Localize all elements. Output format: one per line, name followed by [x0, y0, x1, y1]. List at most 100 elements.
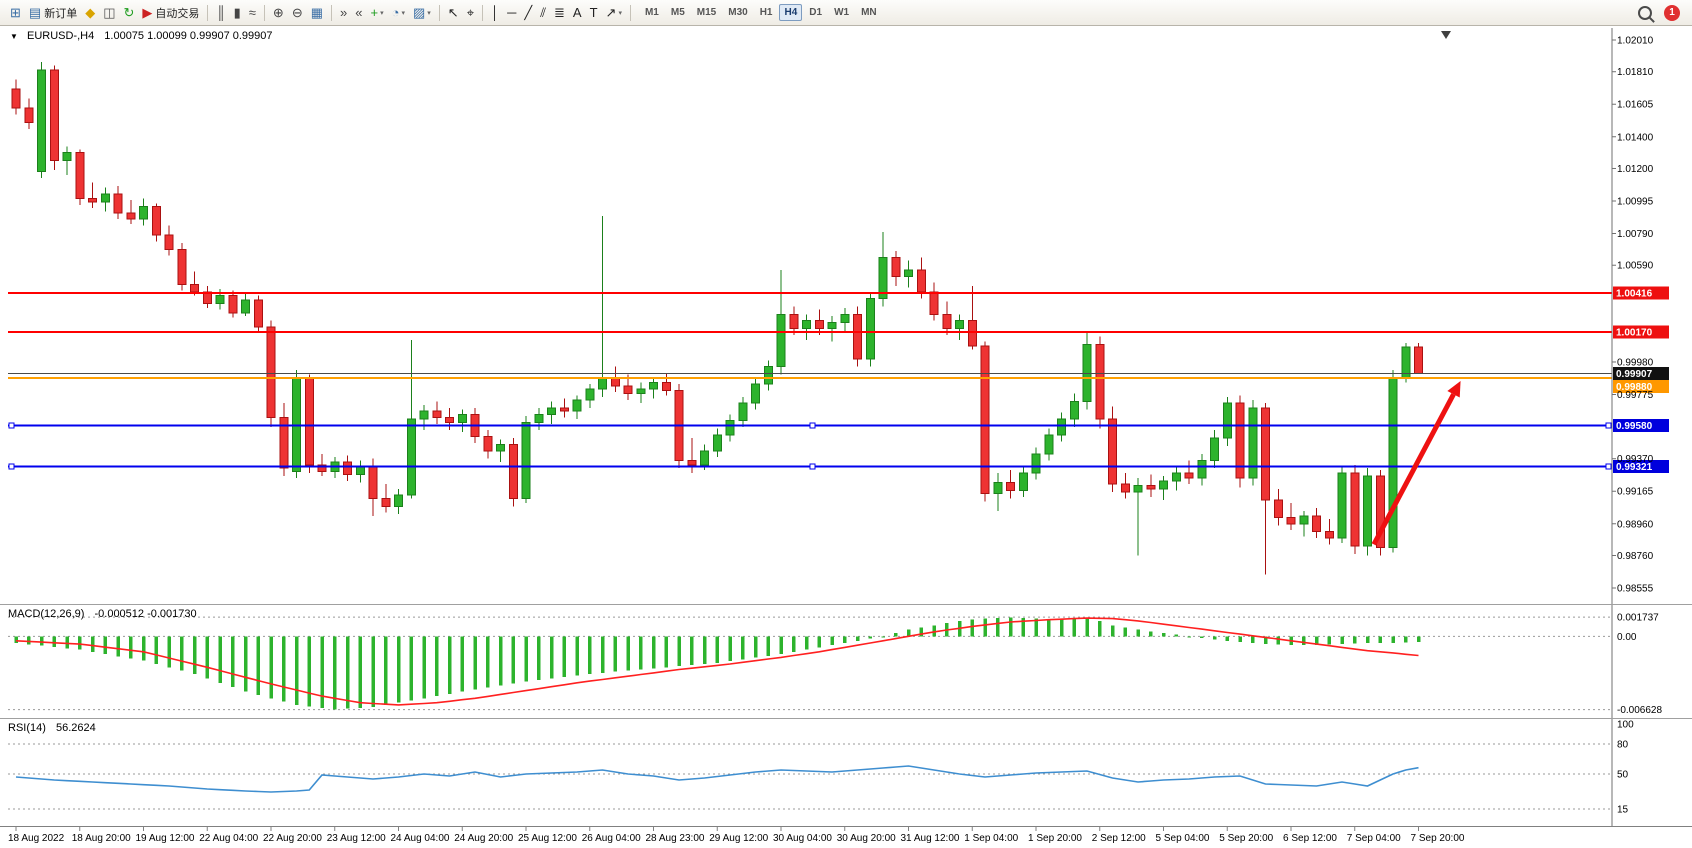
- candlestick-chart-button[interactable]: ▮: [231, 3, 244, 23]
- svg-text:1.00790: 1.00790: [1617, 229, 1654, 240]
- svg-text:29 Aug 12:00: 29 Aug 12:00: [709, 833, 768, 844]
- vertical-line-icon: │: [491, 4, 500, 20]
- label-button[interactable]: T: [587, 3, 601, 23]
- trendline-button[interactable]: ╱: [521, 3, 535, 23]
- chart-canvas[interactable]: 1.00416 1.00170 0.99907 0.99880 0.99580 0.993…: [0, 26, 1692, 848]
- price-tag: [1613, 380, 1669, 394]
- svg-text:100: 100: [1617, 720, 1634, 731]
- ohlc-values: 1.00075 1.00099 0.99907 0.99907: [104, 30, 273, 42]
- dropdown-arrow-icon: ▾: [380, 9, 384, 17]
- svg-text:0.99165: 0.99165: [1617, 487, 1654, 498]
- timeframe-H4[interactable]: H4: [779, 4, 803, 21]
- bar-chart-button[interactable]: ║: [213, 3, 228, 23]
- svg-text:1.01200: 1.01200: [1617, 164, 1654, 175]
- symbol-period-label: EURUSD-,H4: [26, 30, 95, 42]
- price-tag: [1613, 460, 1669, 474]
- macd-values: -0.000512 -0.001730: [94, 608, 197, 620]
- zoom-out-button[interactable]: ⊖: [289, 3, 306, 23]
- timeframe-M15[interactable]: M15: [696, 7, 717, 18]
- indicators-button[interactable]: + ▾: [368, 3, 387, 23]
- price-tag: [1613, 418, 1669, 432]
- svg-text:2 Sep 12:00: 2 Sep 12:00: [1092, 833, 1146, 844]
- trend-arrow[interactable]: [1371, 381, 1461, 546]
- timeframe-M30[interactable]: M30: [728, 7, 748, 18]
- chart-shift-marker-icon[interactable]: [1441, 31, 1451, 39]
- line-handle[interactable]: [1605, 422, 1612, 429]
- new-order-label: 新订单: [44, 7, 78, 20]
- macd-label: MACD(12,26,9): [8, 608, 85, 620]
- svg-text:50: 50: [1617, 770, 1629, 781]
- svg-text:24 Aug 20:00: 24 Aug 20:00: [454, 833, 513, 844]
- metaeditor-icon: ◆: [85, 4, 96, 20]
- text-button[interactable]: A: [570, 3, 585, 23]
- svg-text:0.00: 0.00: [1617, 632, 1637, 643]
- zoom-in-button[interactable]: ⊕: [270, 3, 287, 23]
- line-handle[interactable]: [809, 422, 816, 429]
- chevron-down-icon[interactable]: ▼: [10, 31, 18, 41]
- svg-text:23 Aug 12:00: 23 Aug 12:00: [327, 833, 386, 844]
- new-order-button[interactable]: ▤ 新订单: [26, 3, 80, 23]
- templates-button[interactable]: ▨ ▾: [410, 3, 434, 23]
- svg-text:0.99980: 0.99980: [1617, 357, 1654, 368]
- periods-button[interactable]: ◔ ▾: [389, 3, 408, 23]
- autotrading-button[interactable]: ▶ 自动交易: [139, 3, 202, 23]
- line-handle[interactable]: [8, 463, 15, 470]
- svg-text:22 Aug 04:00: 22 Aug 04:00: [199, 833, 258, 844]
- cursor-button[interactable]: ↖: [445, 3, 462, 23]
- line-handle[interactable]: [809, 463, 816, 470]
- horizontal-line-button[interactable]: ─: [504, 3, 519, 23]
- autotrading-icon: ▶: [142, 4, 153, 20]
- toolbar-separator: [482, 4, 484, 21]
- timeframe-W1[interactable]: W1: [834, 7, 850, 18]
- crosshair-button[interactable]: ⌖: [464, 3, 477, 23]
- arrows-button[interactable]: ↗ ▾: [603, 3, 625, 23]
- notification-badge[interactable]: 1: [1664, 4, 1680, 21]
- cursor-icon: ↖: [447, 4, 459, 20]
- line-handle[interactable]: [1605, 463, 1612, 470]
- timeframe-MN[interactable]: MN: [861, 7, 877, 18]
- search-icon[interactable]: [1638, 5, 1652, 20]
- toolbar-separator: [263, 4, 265, 21]
- refresh-button[interactable]: ↻: [121, 3, 138, 23]
- macd-header: MACD(12,26,9) -0.000512 -0.001730: [8, 608, 197, 620]
- svg-text:1 Sep 20:00: 1 Sep 20:00: [1028, 833, 1082, 844]
- rsi-header: RSI(14) 56.2624: [8, 722, 96, 734]
- line-handle[interactable]: [8, 422, 15, 429]
- tile-windows-button[interactable]: ▦: [308, 3, 326, 23]
- chart-shift-button[interactable]: «: [352, 3, 365, 23]
- price-tag-value: 1.00170: [1616, 327, 1653, 338]
- channel-button[interactable]: ⫽: [537, 3, 549, 23]
- profiles-button[interactable]: ◫: [100, 3, 118, 23]
- toolbar-separator: [331, 4, 333, 21]
- line-chart-icon: ≈: [248, 4, 256, 20]
- new-chart-button[interactable]: ⊞: [7, 3, 24, 23]
- zoom-in-icon: ⊕: [272, 4, 284, 20]
- rsi-label: RSI(14): [8, 722, 46, 734]
- tile-windows-icon: ▦: [310, 4, 324, 20]
- svg-text:7 Sep 04:00: 7 Sep 04:00: [1347, 833, 1401, 844]
- timeframe-D1[interactable]: D1: [809, 7, 823, 18]
- horizontal-lines[interactable]: 1.00416 1.00170 0.99907 0.99880 0.99580 0.993…: [8, 286, 1669, 474]
- svg-text:1 Sep 04:00: 1 Sep 04:00: [964, 833, 1018, 844]
- price-tag-value: 0.99321: [1616, 462, 1653, 473]
- line-chart-button[interactable]: ≈: [246, 3, 259, 23]
- dropdown-arrow-icon: ▾: [401, 9, 405, 17]
- price-tag-value: 0.99907: [1616, 369, 1653, 380]
- price-tag-value: 1.00416: [1616, 288, 1653, 299]
- auto-scroll-button[interactable]: »: [337, 3, 350, 23]
- timeframe-H1[interactable]: H1: [759, 7, 773, 18]
- svg-text:18 Aug 20:00: 18 Aug 20:00: [72, 833, 131, 844]
- toolbar-separator: [207, 4, 209, 21]
- svg-text:26 Aug 04:00: 26 Aug 04:00: [582, 833, 641, 844]
- fibonacci-button[interactable]: ≣: [551, 3, 568, 23]
- timeframe-M1[interactable]: M1: [644, 7, 659, 18]
- metaeditor-button[interactable]: ◆: [82, 3, 98, 23]
- svg-text:5 Sep 04:00: 5 Sep 04:00: [1156, 833, 1210, 844]
- vertical-line-button[interactable]: │: [488, 3, 502, 23]
- timeframe-M5[interactable]: M5: [670, 7, 685, 18]
- price-axis: 1.02010 1.01810 1.01605 1.01400 1.01200 1.009…: [1612, 36, 1654, 595]
- macd-signal-line: [15, 617, 1419, 706]
- svg-text:18 Aug 2022: 18 Aug 2022: [8, 833, 65, 844]
- toolbar-right-group: 1: [1638, 4, 1686, 21]
- trendline-icon: ╱: [524, 4, 533, 20]
